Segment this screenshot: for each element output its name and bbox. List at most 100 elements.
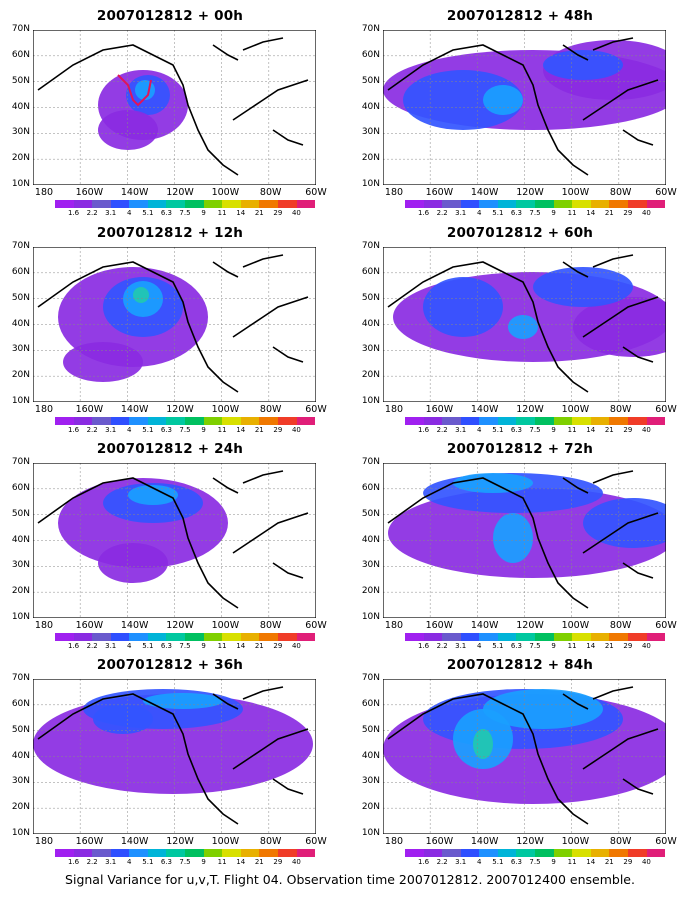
colorbar-swatch bbox=[609, 200, 628, 208]
colorbar-label: 4 bbox=[477, 642, 482, 650]
colorbar-label: 40 bbox=[291, 858, 301, 866]
colorbar-swatch bbox=[73, 849, 93, 857]
lat-tick-label: 20N bbox=[11, 586, 30, 597]
colorbar-label: 3.1 bbox=[455, 209, 467, 217]
colorbar-swatch bbox=[590, 633, 610, 641]
colorbar-label: 21 bbox=[604, 426, 614, 434]
colorbar-label: 14 bbox=[586, 858, 596, 866]
colorbar-swatch bbox=[259, 200, 278, 208]
colorbar-label: 3.1 bbox=[105, 209, 117, 217]
colorbar-label: 7.5 bbox=[529, 858, 541, 866]
lat-tick-label: 60N bbox=[361, 482, 380, 493]
map-plot bbox=[33, 247, 316, 402]
colorbar-label: 11 bbox=[217, 858, 227, 866]
lon-tick-label: 80W bbox=[259, 620, 282, 631]
colorbar-label: 6.3 bbox=[510, 642, 522, 650]
lon-tick-label: 60W bbox=[655, 404, 677, 415]
colorbar-label: 3.1 bbox=[455, 642, 467, 650]
lon-tick-label: 100W bbox=[211, 620, 240, 631]
colorbar-swatch bbox=[572, 633, 591, 641]
variance-contour bbox=[543, 50, 623, 80]
lat-tick-label: 70N bbox=[11, 673, 30, 683]
variance-contour bbox=[143, 693, 223, 709]
lat-tick-label: 60N bbox=[361, 698, 380, 709]
colorbar-label: 29 bbox=[273, 209, 283, 217]
colorbar-label: 4 bbox=[477, 209, 482, 217]
lat-tick-label: 50N bbox=[361, 292, 380, 303]
lat-tick-label: 20N bbox=[11, 370, 30, 381]
lon-tick-label: 100W bbox=[561, 620, 590, 631]
variance-contour bbox=[128, 485, 178, 505]
colorbar-label: 5.1 bbox=[142, 209, 154, 217]
colorbar-label: 40 bbox=[291, 209, 301, 217]
colorbar-label: 1.6 bbox=[67, 426, 80, 434]
colorbar-label: 29 bbox=[273, 426, 283, 434]
colorbar-swatch bbox=[590, 417, 610, 425]
colorbar-labels: 1.6 2.2 3.1 4 5.1 6.3 7.5 9 11 14 21 29 40 bbox=[55, 858, 315, 868]
lon-tick-label: 60W bbox=[655, 620, 677, 631]
lon-tick-label: 180 bbox=[384, 836, 404, 847]
colorbar-swatch bbox=[442, 849, 461, 857]
lon-tick-label: 120W bbox=[516, 620, 544, 631]
coastline bbox=[387, 37, 659, 176]
colorbar-label: 40 bbox=[291, 642, 301, 650]
variance-contour bbox=[423, 277, 503, 337]
coastline bbox=[37, 254, 309, 393]
lon-tick-label: 80W bbox=[259, 404, 282, 415]
map-panel: 2007012812 + 36h 70N 60N 50N 40N 30N 20N 10N 180… bbox=[0, 657, 340, 872]
lat-tick-label: 60N bbox=[361, 266, 380, 277]
colorbar-swatch bbox=[129, 849, 148, 857]
colorbar-swatch bbox=[110, 417, 130, 425]
colorbar-swatch bbox=[110, 849, 130, 857]
variance-contour bbox=[63, 342, 143, 382]
colorbar-labels: 1.6 2.2 3.1 4 5.1 6.3 7.5 9 11 14 21 29 40 bbox=[55, 642, 315, 652]
colorbar-swatch bbox=[423, 633, 443, 641]
flight-track bbox=[117, 74, 152, 107]
colorbar-label: 9 bbox=[551, 209, 556, 217]
colorbar-swatch bbox=[646, 200, 666, 208]
colorbar-label: 21 bbox=[604, 209, 614, 217]
colorbar bbox=[405, 849, 666, 857]
variance-contour bbox=[533, 267, 633, 307]
colorbar-swatch bbox=[277, 200, 297, 208]
lat-tick-label: 30N bbox=[361, 344, 380, 355]
colorbar-label: 40 bbox=[291, 426, 301, 434]
colorbar-swatch bbox=[535, 200, 554, 208]
colorbar-label: 2.2 bbox=[436, 426, 448, 434]
colorbar-label: 3.1 bbox=[455, 858, 467, 866]
lon-tick-label: 100W bbox=[561, 404, 590, 415]
colorbar-swatch bbox=[203, 417, 223, 425]
lon-tick-label: 180 bbox=[384, 404, 404, 415]
colorbar-swatch bbox=[497, 200, 517, 208]
colorbar-swatch bbox=[92, 200, 111, 208]
lat-tick-label: 40N bbox=[361, 534, 380, 545]
lon-tick-label: 120W bbox=[166, 187, 194, 198]
colorbar-swatch bbox=[553, 417, 573, 425]
colorbar-swatch bbox=[222, 200, 241, 208]
colorbar-swatch bbox=[442, 417, 461, 425]
coastline bbox=[387, 254, 659, 393]
colorbar-swatch bbox=[590, 200, 610, 208]
colorbar-label: 7.5 bbox=[179, 426, 191, 434]
colorbar-swatch bbox=[129, 633, 148, 641]
colorbar-label: 2.2 bbox=[86, 642, 98, 650]
lon-tick-label: 100W bbox=[211, 187, 240, 198]
variance-contour bbox=[483, 689, 603, 729]
colorbar-swatch bbox=[572, 200, 591, 208]
panel-title: 2007012812 + 24h bbox=[96, 441, 244, 457]
colorbar-swatch bbox=[627, 849, 647, 857]
colorbar-label: 21 bbox=[254, 209, 264, 217]
lon-tick-label: 180 bbox=[34, 187, 54, 198]
colorbar-swatch bbox=[55, 200, 74, 208]
colorbar-swatch bbox=[222, 417, 241, 425]
lat-tick-label: 60N bbox=[11, 49, 30, 60]
colorbar-swatch bbox=[516, 417, 536, 425]
lon-tick-label: 100W bbox=[211, 836, 240, 847]
lat-tick-label: 20N bbox=[11, 153, 30, 164]
colorbar-label: 4 bbox=[127, 426, 132, 434]
colorbar-swatch bbox=[185, 417, 204, 425]
colorbar-swatch bbox=[73, 633, 93, 641]
colorbar-swatch bbox=[405, 200, 424, 208]
colorbar-label: 4 bbox=[127, 642, 132, 650]
colorbar bbox=[405, 417, 666, 425]
